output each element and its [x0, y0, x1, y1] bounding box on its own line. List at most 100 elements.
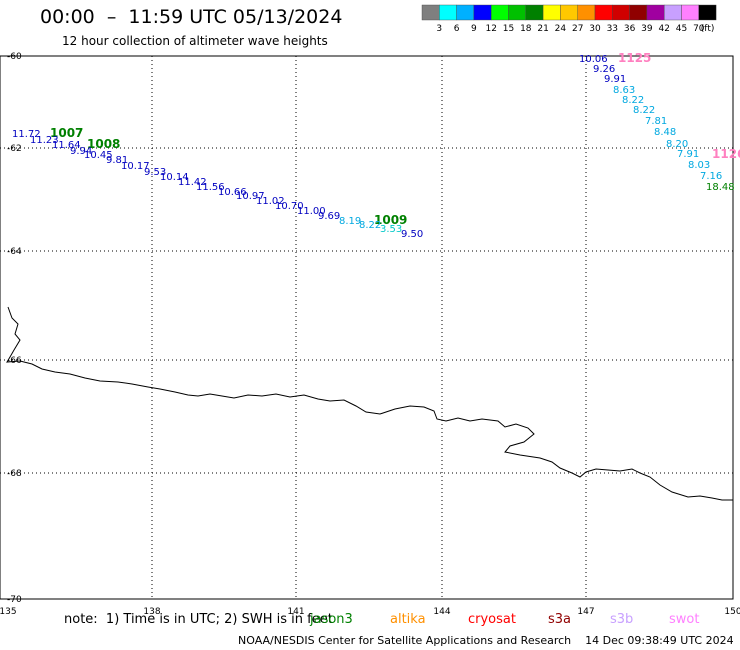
pass-id-label: 1008: [87, 137, 120, 151]
legend-swatch: [560, 4, 578, 21]
legend-tick-label: 70: [693, 24, 705, 34]
wave-height-label: 9.26: [593, 64, 615, 75]
wave-height-label: 8.22: [359, 220, 381, 231]
legend-tick-label: 30: [589, 24, 601, 34]
longitude-tick-label: 138: [143, 607, 160, 617]
satellite-key-altika: altika: [390, 612, 426, 627]
latitude-tick-label: -62: [7, 144, 22, 154]
map-title: 00:00 – 11:59 UTC 05/13/2024: [40, 6, 343, 28]
legend-tick-label: 39: [641, 24, 653, 34]
legend-swatch: [664, 4, 682, 21]
wave-height-label: 10.14: [160, 172, 189, 183]
wave-height-label: 8.03: [688, 160, 710, 171]
wave-height-label: 8.63: [613, 85, 635, 96]
legend-tick-label: 45: [676, 24, 687, 34]
antarctic-coastline: [6, 306, 733, 501]
wave-height-label: 10.97: [236, 191, 265, 202]
satellite-key-jason3: jason3: [310, 612, 353, 627]
wave-height-label: 8.22: [633, 105, 655, 116]
legend-swatch: [594, 4, 613, 21]
latitude-tick-label: -70: [7, 595, 22, 605]
latitude-tick-label: -68: [7, 469, 22, 479]
wave-height-label: 8.19: [339, 216, 361, 227]
pass-id-label: 1125: [618, 51, 651, 65]
wave-height-label: 9.50: [401, 229, 423, 240]
wave-height-label: 11.56: [196, 182, 225, 193]
legend-tick-label: 42: [658, 24, 669, 34]
legend-swatch: [629, 4, 648, 21]
legend-swatch: [646, 4, 665, 21]
wave-height-label: 18.48: [706, 182, 735, 193]
wave-height-label: 9.91: [604, 74, 626, 85]
wave-height-label: 9.81: [106, 155, 128, 166]
wave-height-label: 11.00: [297, 206, 326, 217]
wave-height-label: 8.20: [666, 139, 688, 150]
longitude-tick-label: 147: [577, 607, 594, 617]
legend-tick-label: 12: [485, 24, 496, 34]
wave-height-label: 7.81: [645, 116, 667, 127]
wave-height-label: 11.72: [12, 129, 41, 140]
wave-height-label: 9.69: [318, 211, 340, 222]
wave-height-label: 10.66: [218, 187, 247, 198]
legend-swatch: [508, 4, 526, 21]
wave-height-label: 9.94: [70, 146, 92, 157]
map-subtitle: 12 hour collection of altimeter wave hei…: [62, 34, 328, 48]
color-legend: 3 6 9 12 15 18 21 24 27 30 33 36 39 42 45 70(ft): [421, 4, 717, 34]
legend-swatch: [542, 4, 561, 21]
legend-swatch: [439, 4, 457, 21]
legend-tick-label: 6: [454, 24, 460, 34]
legend-tick-label: 15: [503, 24, 514, 34]
legend-tick-label: 9: [471, 24, 477, 34]
wave-height-label: 11.23: [30, 135, 59, 146]
footer-note: note: 1) Time is in UTC; 2) SWH is in fe…: [64, 612, 333, 627]
wave-height-label: 10.70: [275, 201, 304, 212]
legend-swatch: [612, 4, 630, 21]
longitude-tick-label: 150: [724, 607, 740, 617]
graticule: 135 138 141 144 147 150-60-62-64-66-68-70: [0, 52, 740, 617]
pass-id-label: 1126: [712, 147, 740, 161]
wave-height-label: 8.48: [654, 127, 676, 138]
satellite-key-s3a: s3a: [548, 612, 572, 627]
wave-height-label: 7.16: [700, 171, 722, 182]
latitude-tick-label: -64: [7, 247, 22, 257]
wave-height-label: 9.53: [144, 167, 166, 178]
pass-id-label: 1007: [50, 126, 83, 140]
legend-tick-label: 33: [607, 24, 618, 34]
wave-height-label: 3.53: [380, 224, 402, 235]
legend-swatch: [681, 4, 699, 21]
legend-swatch: [525, 4, 544, 21]
wave-height-label: 10.45: [84, 150, 113, 161]
legend-tick-label: 21: [537, 24, 548, 34]
legend-tick-label: 36: [624, 24, 636, 34]
longitude-tick-label: 135: [0, 607, 17, 617]
legend-swatch: [456, 4, 475, 21]
legend-tick-label: 27: [572, 24, 583, 34]
map-frame: [0, 55, 734, 600]
pass-id-label: 1009: [374, 213, 407, 227]
wave-height-label: 11.02: [256, 196, 285, 207]
wave-height-label: 11.42: [178, 177, 207, 188]
wave-height-label: 8.22: [622, 95, 644, 106]
legend-swatch: [421, 4, 440, 21]
footer-credit: NOAA/NESDIS Center for Satellite Applica…: [238, 634, 734, 647]
wave-height-label: 7.91: [677, 149, 699, 160]
wave-height-label: 10.17: [121, 161, 150, 172]
satellite-key-cryosat: cryosat: [468, 612, 516, 627]
legend-unit: (ft): [701, 24, 715, 34]
legend-swatch: [491, 4, 509, 21]
legend-swatch: [473, 4, 492, 21]
legend-swatch: [577, 4, 596, 21]
latitude-tick-label: -60: [7, 52, 22, 62]
wave-height-label: 11.64: [52, 140, 81, 151]
legend-tick-label: 18: [520, 24, 532, 34]
satellite-key-swot: swot: [669, 612, 700, 627]
legend-swatch: [698, 4, 717, 21]
wave-height-label: 10.06: [579, 54, 608, 65]
legend-tick-label: 3: [436, 24, 442, 34]
longitude-tick-label: 144: [433, 607, 450, 617]
satellite-key-s3b: s3b: [610, 612, 634, 627]
legend-tick-label: 24: [555, 24, 567, 34]
longitude-tick-label: 141: [287, 607, 304, 617]
